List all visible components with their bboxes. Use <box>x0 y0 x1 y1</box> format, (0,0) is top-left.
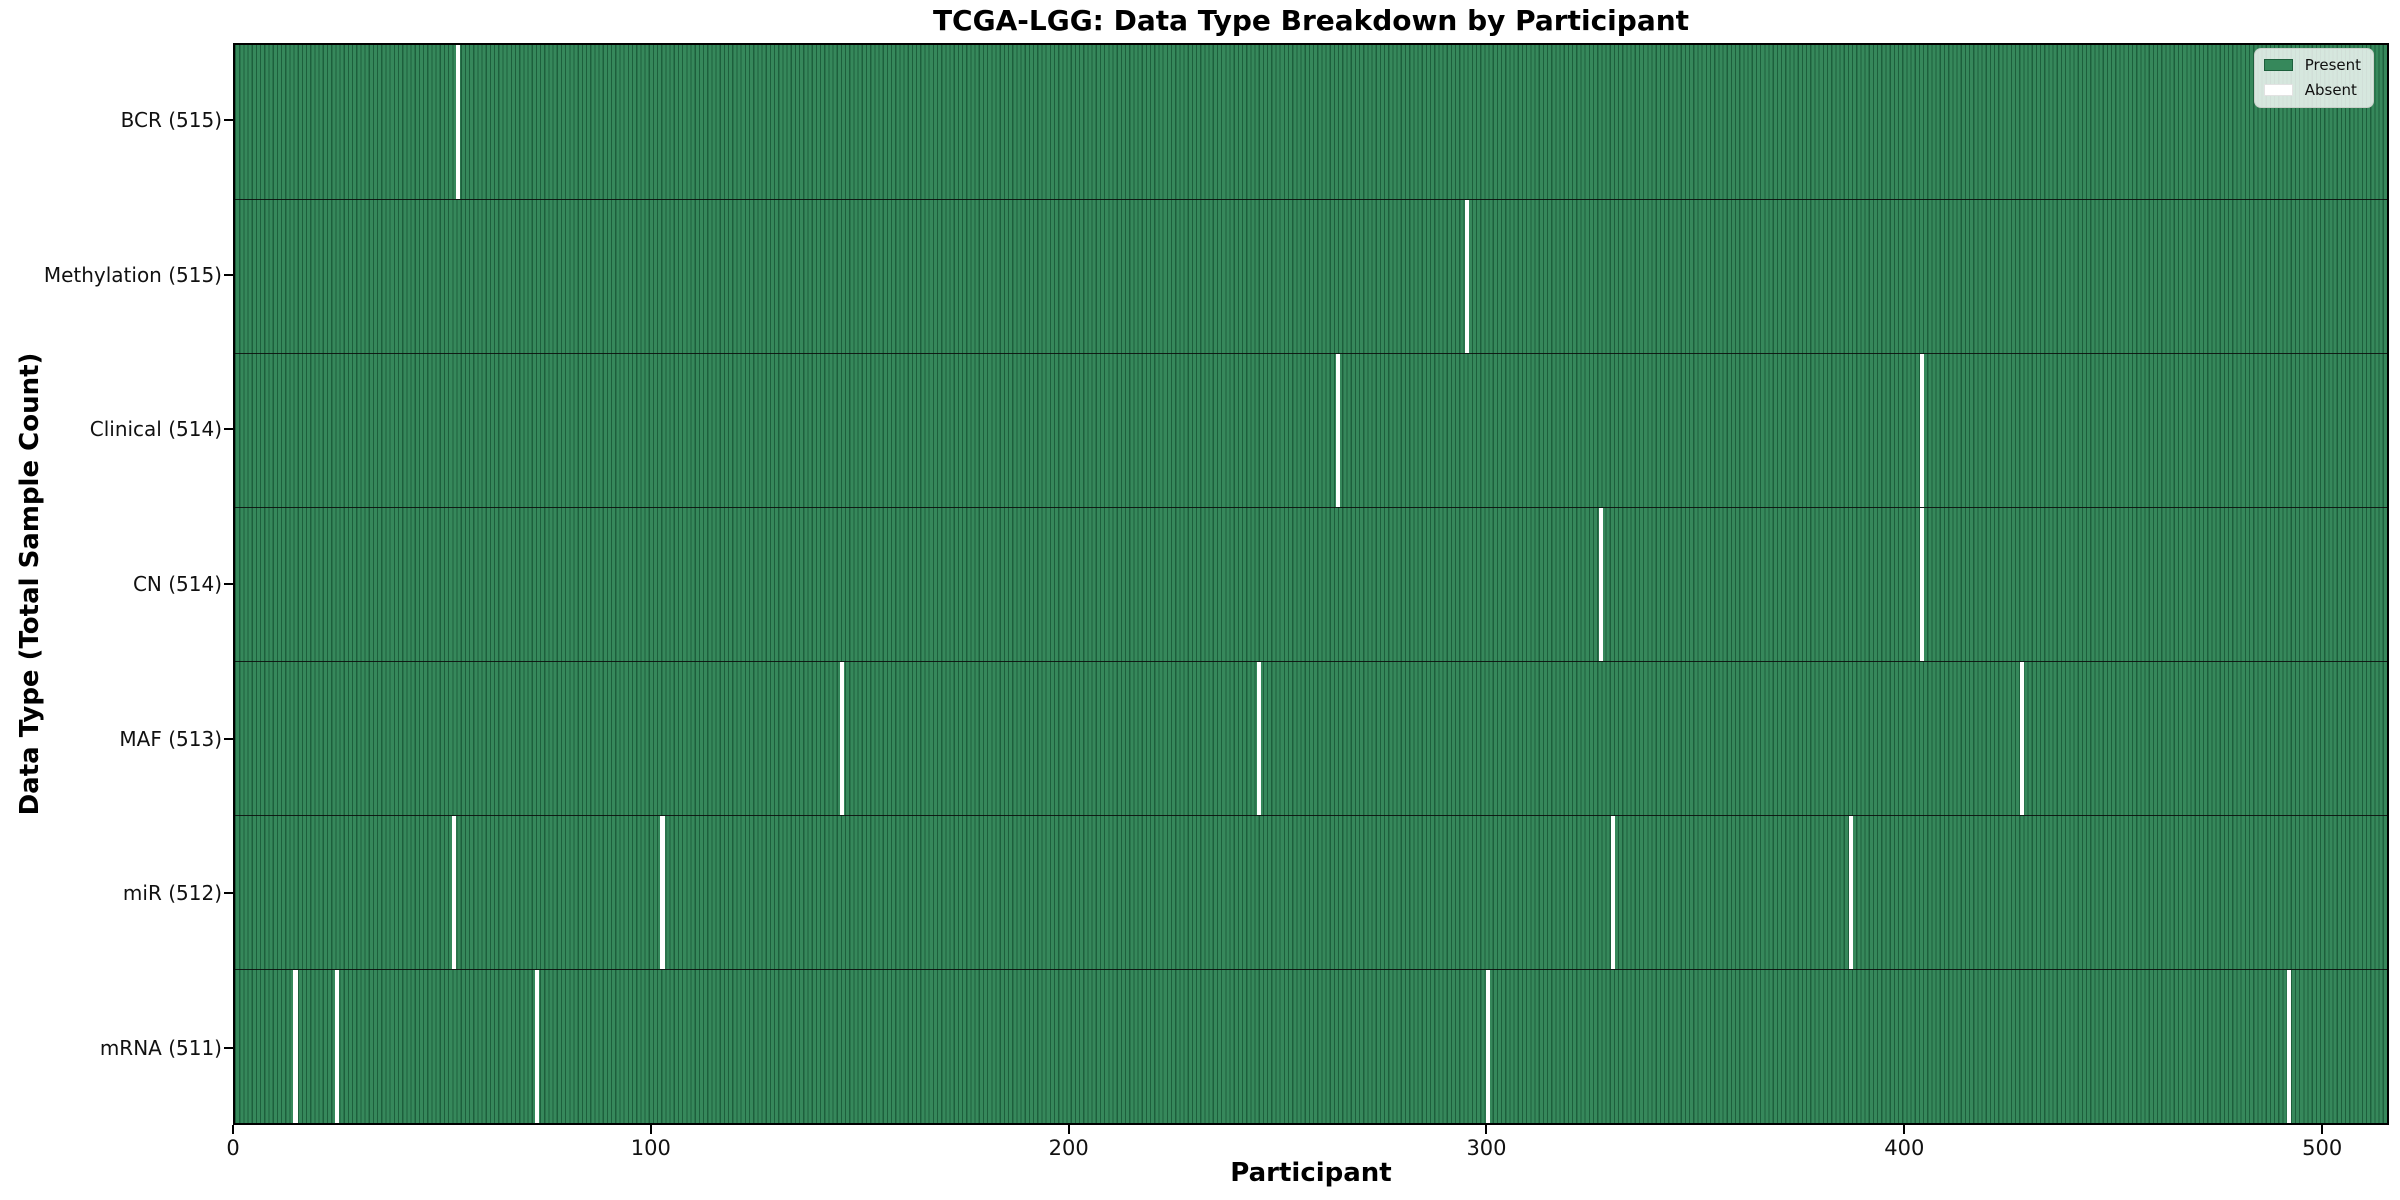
absent-gap <box>456 45 461 199</box>
absent-gap <box>1465 200 1470 353</box>
y-tick-label: miR (512) <box>122 881 222 906</box>
x-tick-label: 500 <box>2302 1136 2343 1160</box>
x-tick-mark <box>1485 1125 1488 1134</box>
y-tick-label: CN (514) <box>132 572 222 596</box>
x-tick-mark <box>649 1125 652 1134</box>
absent-gap <box>335 970 340 1123</box>
absent-gap <box>660 816 665 969</box>
absent-gap <box>293 970 298 1123</box>
y-tick-label: Clinical (514) <box>89 417 222 442</box>
absent-gap <box>1919 508 1925 661</box>
plot-area: Present Absent <box>233 43 2389 1125</box>
row-CN <box>235 507 2387 661</box>
y-tick-mark <box>224 428 233 431</box>
y-tick-mark <box>224 583 233 585</box>
absent-gap <box>2019 662 2025 815</box>
y-tick-mark <box>224 119 233 122</box>
x-tick-mark <box>2321 1125 2324 1134</box>
legend: Present Absent <box>2253 48 2374 108</box>
absent-gap <box>1849 816 1854 969</box>
y-tick-label: BCR (515) <box>120 108 222 133</box>
row-Methylation <box>235 199 2387 353</box>
absent-gap <box>1598 508 1603 661</box>
x-axis-label: Participant <box>1230 1158 1392 1188</box>
absent-gap <box>535 970 540 1123</box>
x-tick-label: 200 <box>1048 1136 1089 1160</box>
absent-gap <box>1486 970 1491 1123</box>
row-miR <box>235 815 2387 969</box>
absent-gap <box>839 662 844 815</box>
x-tick-mark <box>1903 1125 1906 1134</box>
x-tick-mark <box>232 1125 234 1134</box>
absent-gap <box>1256 662 1261 815</box>
legend-label-present: Present <box>2304 56 2361 74</box>
y-tick-mark <box>224 892 233 895</box>
y-tick-mark <box>224 737 233 740</box>
y-tick-label: mRNA (511) <box>99 1035 222 1060</box>
y-tick-label: Methylation (515) <box>43 262 222 287</box>
absent-gap <box>451 816 457 969</box>
absent-gap <box>2286 970 2292 1123</box>
absent-gap <box>1336 354 1341 507</box>
legend-item-absent: Absent <box>2263 81 2361 99</box>
x-tick-label: 300 <box>1466 1136 1507 1160</box>
y-tick-label: MAF (513) <box>119 726 222 751</box>
x-tick-label: 400 <box>1884 1136 1925 1160</box>
absent-gap <box>1919 354 1925 507</box>
row-BCR <box>235 45 2387 199</box>
legend-item-present: Present <box>2263 56 2361 74</box>
row-MAF <box>235 661 2387 815</box>
legend-swatch-present-icon <box>2263 59 2293 71</box>
y-tick-mark <box>224 273 233 276</box>
legend-swatch-absent-icon <box>2263 84 2293 96</box>
absent-gap <box>1611 816 1616 969</box>
legend-label-absent: Absent <box>2304 81 2357 99</box>
y-tick-mark <box>224 1046 233 1049</box>
row-Clinical <box>235 353 2387 507</box>
x-tick-label: 100 <box>630 1136 671 1160</box>
chart-title: TCGA-LGG: Data Type Breakdown by Partici… <box>932 4 1690 37</box>
row-mRNA <box>235 969 2387 1123</box>
x-tick-label: 0 <box>226 1136 240 1160</box>
x-tick-mark <box>1067 1125 1070 1134</box>
